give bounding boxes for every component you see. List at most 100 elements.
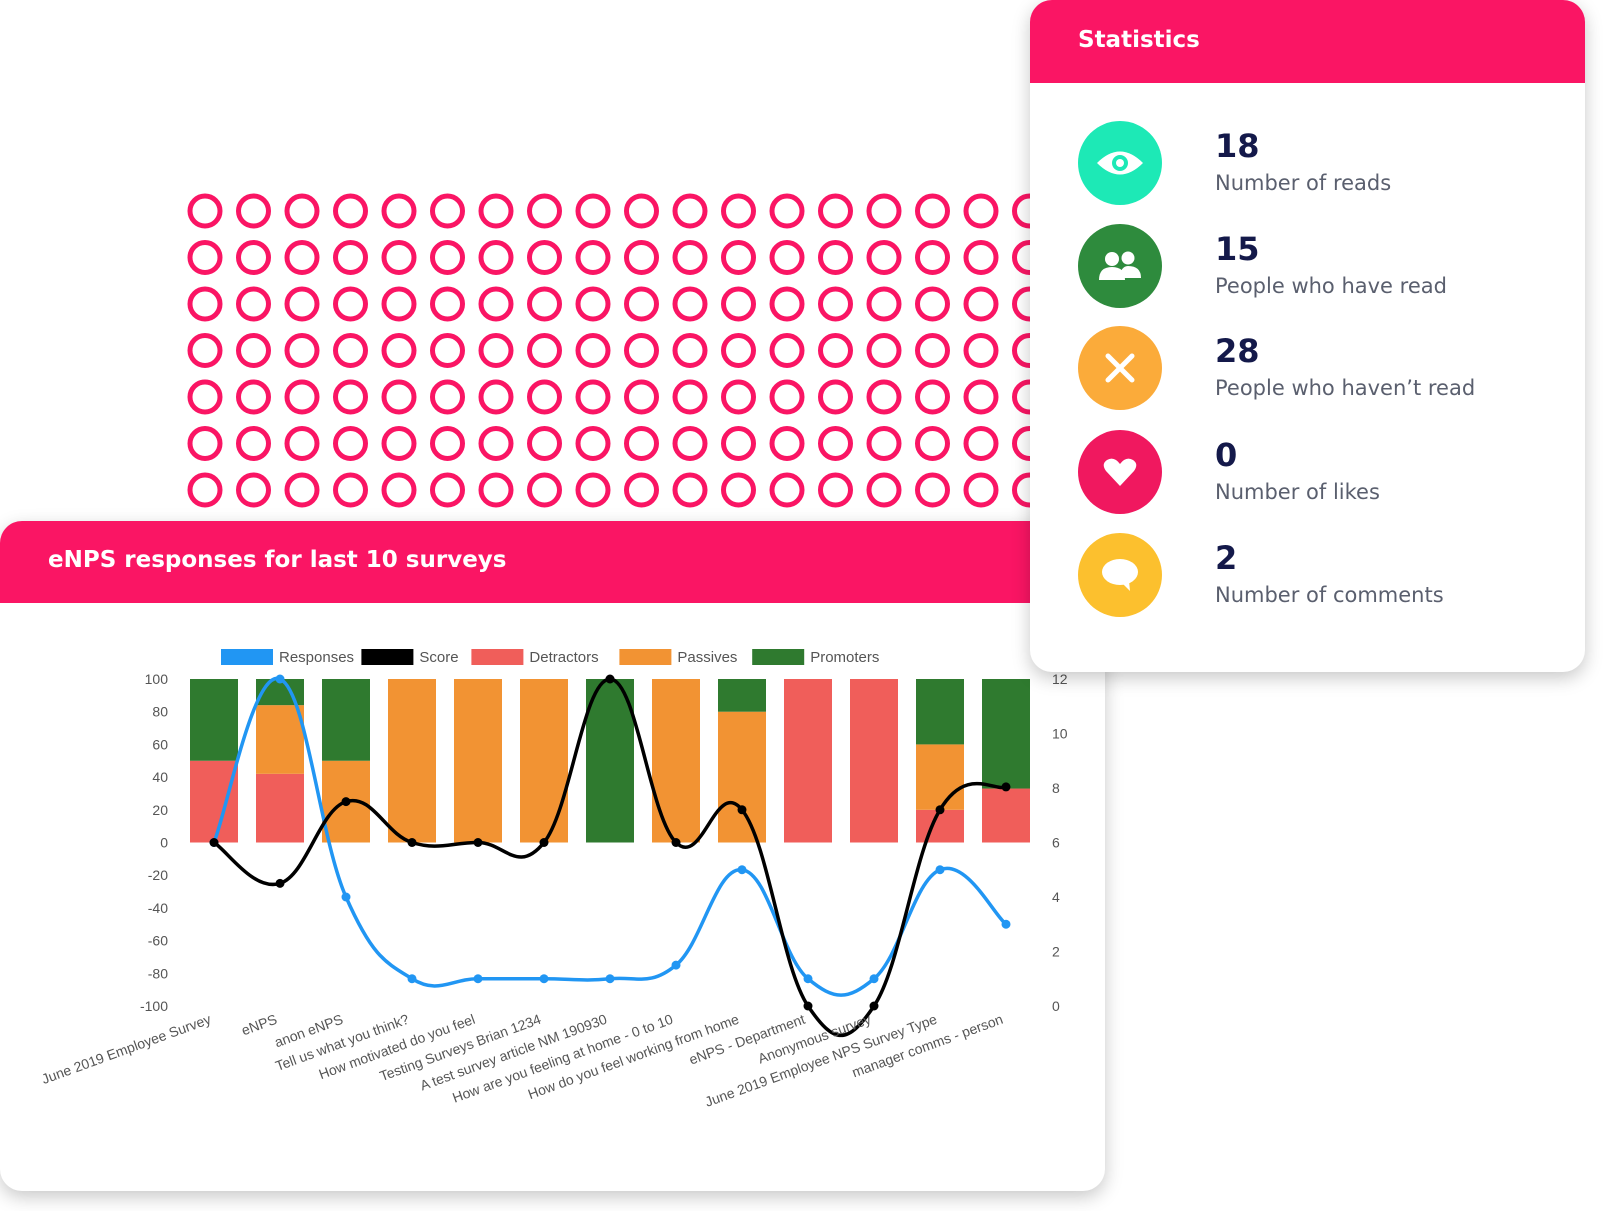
- decorative-ring: [187, 286, 223, 322]
- decorative-ring: [672, 240, 708, 275]
- decorative-ring: [284, 286, 320, 322]
- stat-people-not-read: 28 People who haven’t read: [1078, 326, 1558, 410]
- decorative-ring: [769, 193, 805, 229]
- decorative-ring: [478, 286, 514, 322]
- decorative-ring: [721, 379, 756, 415]
- decorative-ring: [672, 472, 708, 508]
- legend-swatch-score: [361, 649, 414, 665]
- comment-icon: [1078, 533, 1162, 617]
- bar-passives: [916, 744, 964, 810]
- decorative-ring: [527, 286, 562, 322]
- decorative-ring: [915, 286, 950, 322]
- decorative-ring: [672, 333, 708, 368]
- legend-swatch-passives: [619, 649, 672, 665]
- decorative-ring: [915, 193, 950, 229]
- decorative-ring: [527, 472, 562, 508]
- legend-label: Promoters: [810, 649, 879, 666]
- decorative-ring: [624, 286, 659, 322]
- bar-detractors: [916, 809, 964, 843]
- point-responses: [869, 974, 879, 984]
- decorative-ring: [721, 240, 756, 275]
- decorative-ring: [575, 286, 611, 322]
- y-left-tick-label: -60: [148, 933, 168, 949]
- decorative-ring: [478, 240, 514, 275]
- people-icon: [1078, 224, 1162, 308]
- legend-swatch-detractors: [471, 649, 524, 665]
- y-left-tick-label: -80: [148, 965, 168, 981]
- enps-chart-card: eNPS responses for last 10 surveys 100 80…: [0, 521, 1105, 1191]
- decorative-ring: [818, 240, 853, 275]
- decorative-ring: [333, 193, 368, 229]
- decorative-ring: [333, 472, 368, 508]
- stat-likes: 0 Number of likes: [1078, 430, 1558, 514]
- decorative-ring: [187, 240, 223, 275]
- bar-promoters: [586, 679, 634, 843]
- decorative-ring: [284, 240, 320, 275]
- decorative-ring: [381, 333, 417, 368]
- chart-card-title: eNPS responses for last 10 surveys: [0, 521, 1105, 603]
- y-right-tick-label: 4: [1052, 889, 1060, 905]
- decorative-ring: [769, 426, 805, 461]
- y-left-tick-label: -40: [148, 900, 168, 916]
- stat-comments: 2 Number of comments: [1078, 533, 1558, 617]
- decorative-ring: [818, 426, 853, 461]
- decorative-ring: [963, 333, 999, 368]
- decorative-ring: [575, 193, 611, 229]
- point-score: [407, 838, 417, 847]
- y-left-tick-label: 100: [145, 671, 169, 687]
- y-left-tick-label: 20: [152, 802, 168, 818]
- bar-promoters: [322, 679, 370, 761]
- decorative-ring: [236, 193, 271, 229]
- y-right-tick-label: 8: [1052, 780, 1060, 796]
- bar-detractors: [850, 679, 898, 843]
- decorative-ring: [866, 193, 902, 229]
- decorative-ring: [624, 379, 659, 415]
- bar-passives: [718, 711, 766, 843]
- point-score: [539, 838, 549, 847]
- decorative-ring: [381, 193, 417, 229]
- decorative-ring: [236, 379, 271, 415]
- bar-passives: [256, 705, 304, 774]
- close-icon: [1078, 326, 1162, 410]
- stat-people-read: 15 People who have read: [1078, 224, 1558, 308]
- decorative-ring: [575, 426, 611, 461]
- bar-passives: [520, 679, 568, 843]
- point-responses: [737, 865, 747, 875]
- point-responses: [473, 974, 483, 984]
- point-score: [275, 878, 285, 888]
- decorative-ring: [333, 240, 368, 275]
- decorative-ring: [333, 333, 368, 368]
- bar-passives: [652, 679, 700, 843]
- y-left-tick-label: 60: [152, 736, 168, 752]
- decorative-ring: [333, 379, 368, 415]
- decorative-ring: [575, 333, 611, 368]
- point-responses: [671, 960, 681, 970]
- point-responses: [803, 974, 813, 984]
- decorative-ring: [575, 472, 611, 508]
- eye-icon: [1078, 121, 1162, 205]
- decorative-ring: [866, 333, 902, 368]
- y-left-tick-label: 80: [152, 704, 168, 720]
- enps-chart: 100806040200-20-40-60-80-100121086420Res…: [39, 649, 1068, 1110]
- decorative-ring: [963, 426, 999, 461]
- decorative-ring: [866, 472, 902, 508]
- point-score: [935, 805, 945, 815]
- decorative-ring: [915, 240, 950, 275]
- decorative-ring: [818, 379, 853, 415]
- y-right-tick-label: 0: [1052, 998, 1060, 1014]
- point-score: [341, 797, 351, 807]
- y-left-tick-label: 40: [152, 769, 168, 785]
- stat-label: Number of reads: [1215, 171, 1392, 195]
- point-score: [803, 1001, 813, 1011]
- stat-label: People who haven’t read: [1215, 376, 1476, 400]
- bar-detractors: [190, 760, 238, 843]
- decorative-ring: [624, 193, 659, 229]
- decorative-ring: [187, 193, 223, 229]
- bar-passives: [454, 679, 502, 843]
- decorative-ring: [236, 333, 271, 368]
- y-left-tick-label: -20: [148, 867, 168, 883]
- point-responses: [1001, 919, 1011, 929]
- decorative-ring: [527, 333, 562, 368]
- decorative-ring: [963, 286, 999, 322]
